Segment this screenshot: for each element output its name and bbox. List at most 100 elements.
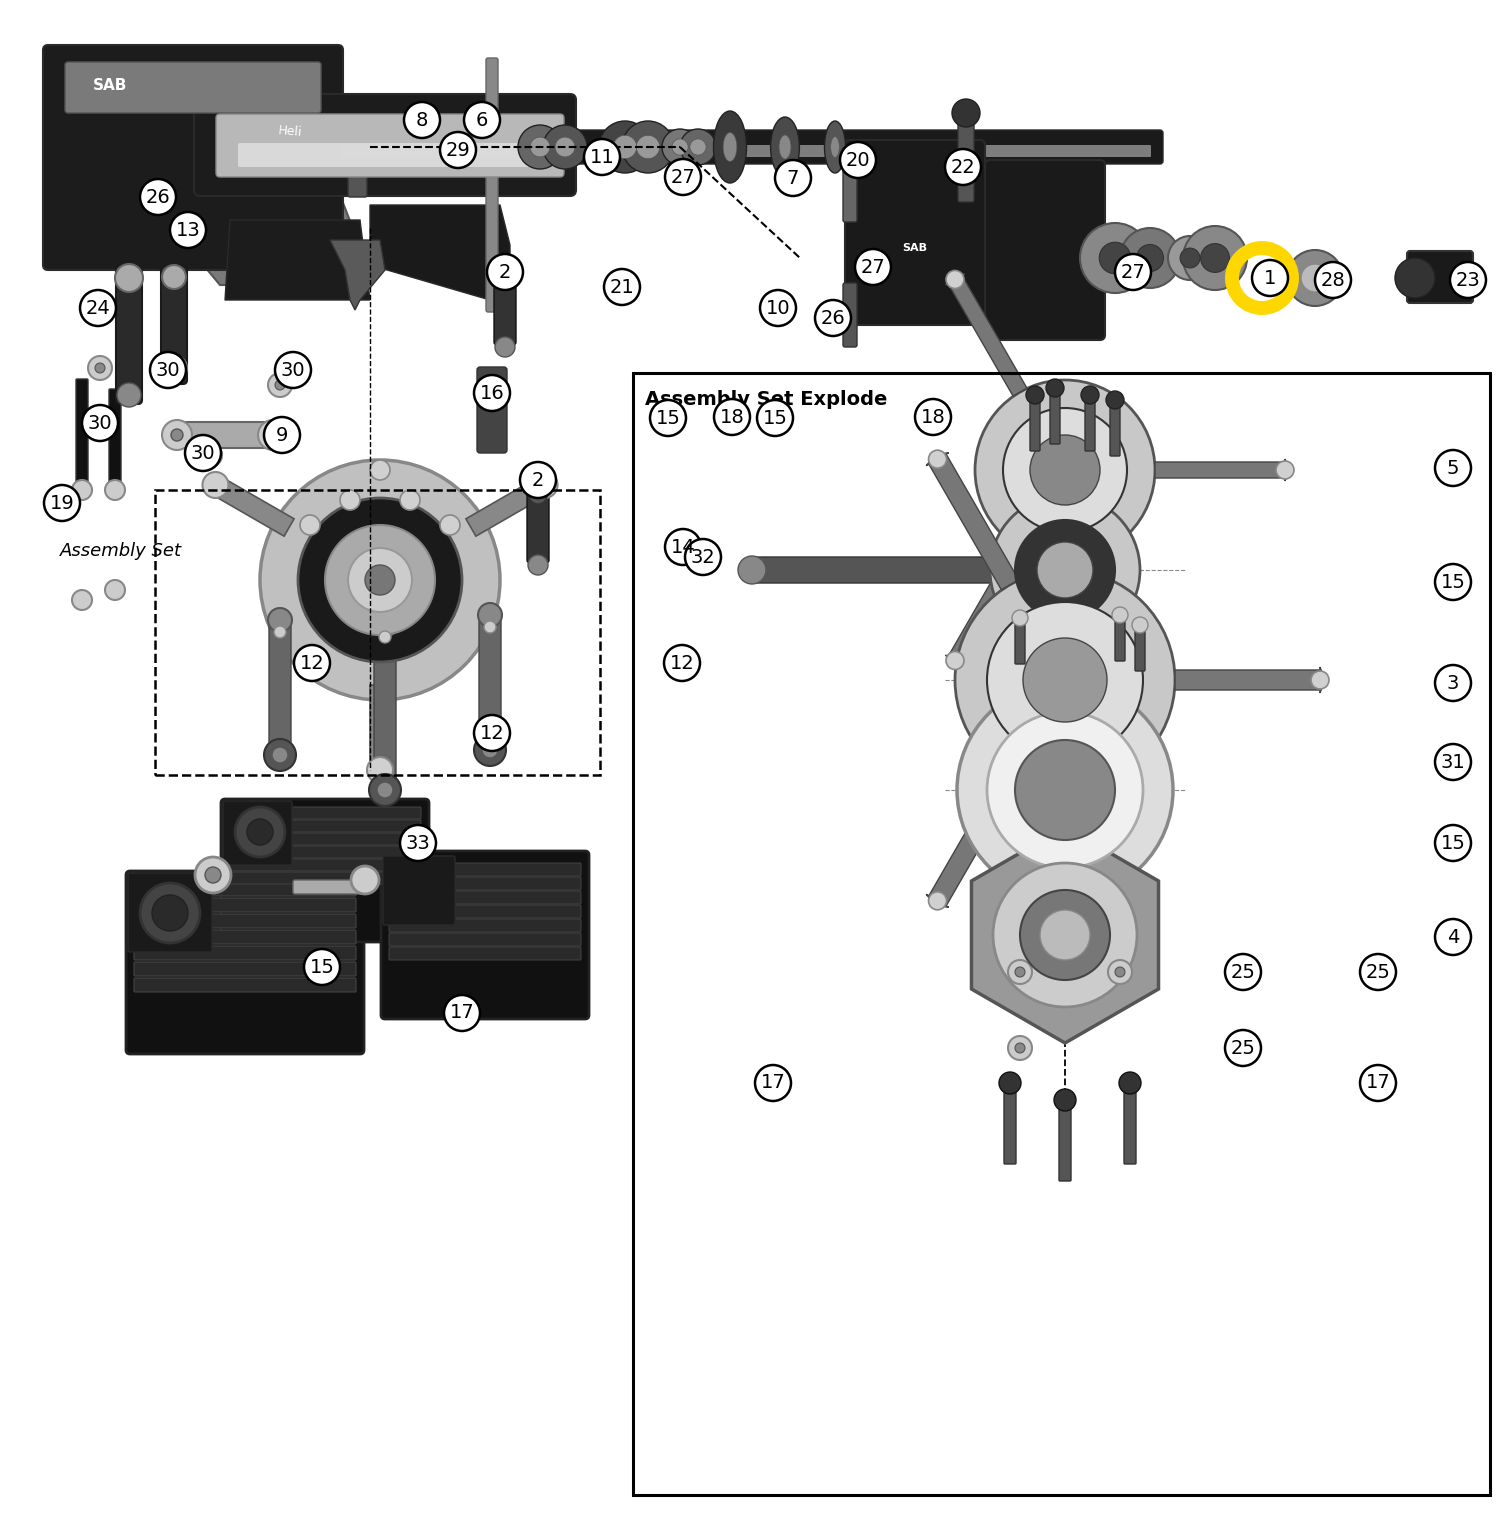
FancyBboxPatch shape xyxy=(381,851,590,1019)
Text: 18: 18 xyxy=(921,408,945,426)
Circle shape xyxy=(162,265,186,289)
Circle shape xyxy=(952,99,980,126)
Circle shape xyxy=(1008,959,1032,984)
Text: 17: 17 xyxy=(450,1004,474,1022)
Circle shape xyxy=(170,362,180,373)
Circle shape xyxy=(1106,391,1124,410)
Circle shape xyxy=(474,734,506,766)
Text: Heli: Heli xyxy=(278,125,303,140)
Text: 30: 30 xyxy=(190,443,216,463)
Circle shape xyxy=(1311,672,1329,688)
Text: Assembly Set: Assembly Set xyxy=(60,542,182,560)
Circle shape xyxy=(474,714,510,751)
Circle shape xyxy=(1023,638,1107,722)
Text: 32: 32 xyxy=(690,547,715,567)
FancyBboxPatch shape xyxy=(388,934,580,946)
FancyBboxPatch shape xyxy=(348,123,368,196)
FancyBboxPatch shape xyxy=(486,58,498,312)
Circle shape xyxy=(990,495,1140,646)
Circle shape xyxy=(1436,745,1472,780)
Circle shape xyxy=(444,995,480,1031)
Text: 26: 26 xyxy=(146,187,171,207)
Ellipse shape xyxy=(831,137,840,157)
Text: 27: 27 xyxy=(1120,262,1146,282)
Text: 6: 6 xyxy=(476,111,488,129)
Circle shape xyxy=(206,867,220,883)
Circle shape xyxy=(248,819,273,845)
Circle shape xyxy=(1360,953,1396,990)
Circle shape xyxy=(1016,740,1114,841)
FancyArrow shape xyxy=(466,474,550,536)
FancyBboxPatch shape xyxy=(1407,251,1473,303)
FancyBboxPatch shape xyxy=(388,864,580,876)
Text: 12: 12 xyxy=(480,723,504,743)
Circle shape xyxy=(840,142,876,178)
Polygon shape xyxy=(225,219,370,300)
FancyBboxPatch shape xyxy=(128,873,212,952)
Circle shape xyxy=(1300,263,1329,292)
FancyBboxPatch shape xyxy=(230,845,422,857)
FancyBboxPatch shape xyxy=(1050,387,1060,445)
Text: 27: 27 xyxy=(670,168,696,186)
Circle shape xyxy=(1316,262,1352,299)
Text: 12: 12 xyxy=(300,653,324,673)
Circle shape xyxy=(1226,1030,1262,1066)
Circle shape xyxy=(171,429,183,442)
FancyBboxPatch shape xyxy=(64,62,321,113)
Circle shape xyxy=(376,781,393,798)
FancyBboxPatch shape xyxy=(110,388,122,490)
FancyBboxPatch shape xyxy=(134,882,356,896)
Circle shape xyxy=(274,352,310,388)
Circle shape xyxy=(520,461,556,498)
Text: 2: 2 xyxy=(532,471,544,489)
Circle shape xyxy=(664,528,700,565)
Circle shape xyxy=(351,867,380,894)
Text: 30: 30 xyxy=(87,414,112,433)
Circle shape xyxy=(1013,611,1028,626)
Circle shape xyxy=(530,137,550,157)
FancyBboxPatch shape xyxy=(160,267,188,384)
Text: 28: 28 xyxy=(1320,271,1346,289)
Circle shape xyxy=(1108,959,1132,984)
Circle shape xyxy=(999,1072,1022,1094)
Text: 9: 9 xyxy=(276,425,288,445)
Circle shape xyxy=(274,626,286,638)
Text: 7: 7 xyxy=(788,169,800,187)
Text: 30: 30 xyxy=(156,361,180,379)
FancyBboxPatch shape xyxy=(134,978,356,991)
Text: 22: 22 xyxy=(951,157,975,177)
Circle shape xyxy=(531,472,558,498)
FancyBboxPatch shape xyxy=(194,94,576,196)
Circle shape xyxy=(760,289,796,326)
Text: 3: 3 xyxy=(1448,673,1460,693)
Circle shape xyxy=(1120,228,1180,288)
FancyBboxPatch shape xyxy=(230,873,422,883)
Circle shape xyxy=(164,356,188,381)
Circle shape xyxy=(1100,242,1131,274)
Circle shape xyxy=(1287,250,1342,306)
Circle shape xyxy=(1132,617,1148,634)
Circle shape xyxy=(928,892,946,909)
Circle shape xyxy=(1036,542,1094,599)
Circle shape xyxy=(622,120,674,174)
Circle shape xyxy=(374,612,398,637)
Circle shape xyxy=(369,774,400,806)
Text: 14: 14 xyxy=(670,538,696,556)
FancyBboxPatch shape xyxy=(126,871,364,1054)
FancyBboxPatch shape xyxy=(1004,1084,1016,1164)
FancyBboxPatch shape xyxy=(1110,399,1120,455)
Circle shape xyxy=(662,129,698,164)
Circle shape xyxy=(987,711,1143,868)
Circle shape xyxy=(488,254,524,289)
FancyBboxPatch shape xyxy=(230,807,422,819)
Circle shape xyxy=(105,580,125,600)
Circle shape xyxy=(206,449,214,460)
Circle shape xyxy=(1436,918,1472,955)
FancyBboxPatch shape xyxy=(1084,394,1095,451)
Circle shape xyxy=(82,405,118,442)
FancyBboxPatch shape xyxy=(374,621,396,793)
Circle shape xyxy=(555,137,574,157)
Circle shape xyxy=(1020,889,1110,979)
Circle shape xyxy=(993,864,1137,1007)
Circle shape xyxy=(1276,461,1294,480)
